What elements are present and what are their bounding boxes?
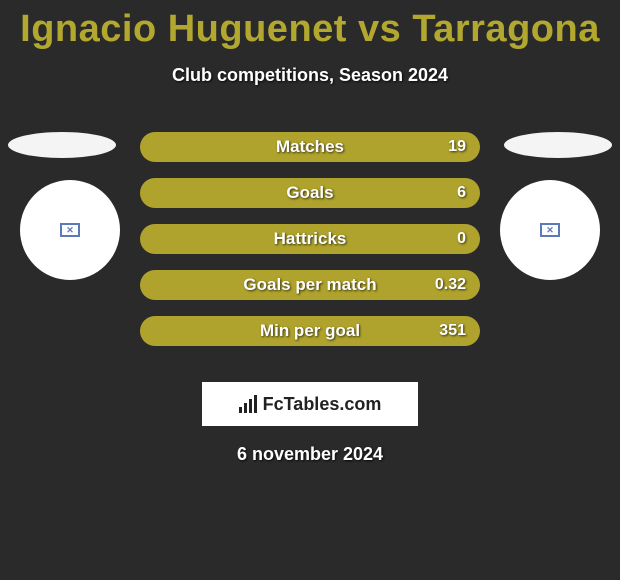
stat-label: Goals per match [243,275,376,295]
stat-bar: Goals per match 0.32 [140,270,480,300]
stat-value: 19 [448,138,466,156]
stat-value: 6 [457,184,466,202]
stat-bars: Matches 19 Goals 6 Hattricks 0 Goals per… [140,132,480,362]
left-ellipse-decor [8,132,116,158]
stat-bar: Hattricks 0 [140,224,480,254]
stats-area: ✕ ✕ Matches 19 Goals 6 Hattricks 0 Goals… [0,132,620,372]
right-ellipse-decor [504,132,612,158]
stat-bar: Goals 6 [140,178,480,208]
stat-bar: Matches 19 [140,132,480,162]
stat-label: Min per goal [260,321,360,341]
fctables-text: FcTables.com [263,394,382,415]
stat-label: Goals [286,183,333,203]
fctables-badge[interactable]: FcTables.com [202,382,418,426]
image-placeholder-icon: ✕ [60,223,80,237]
stat-bar: Min per goal 351 [140,316,480,346]
page-title: Ignacio Huguenet vs Tarragona [0,0,620,51]
subtitle: Club competitions, Season 2024 [0,65,620,86]
stat-label: Matches [276,137,344,157]
stat-value: 0 [457,230,466,248]
bar-chart-icon [239,395,257,413]
image-placeholder-icon: ✕ [540,223,560,237]
date-text: 6 november 2024 [0,444,620,465]
left-avatar-circle: ✕ [20,180,120,280]
stat-label: Hattricks [274,229,347,249]
right-avatar-circle: ✕ [500,180,600,280]
stat-value: 351 [439,322,466,340]
stat-value: 0.32 [435,276,466,294]
